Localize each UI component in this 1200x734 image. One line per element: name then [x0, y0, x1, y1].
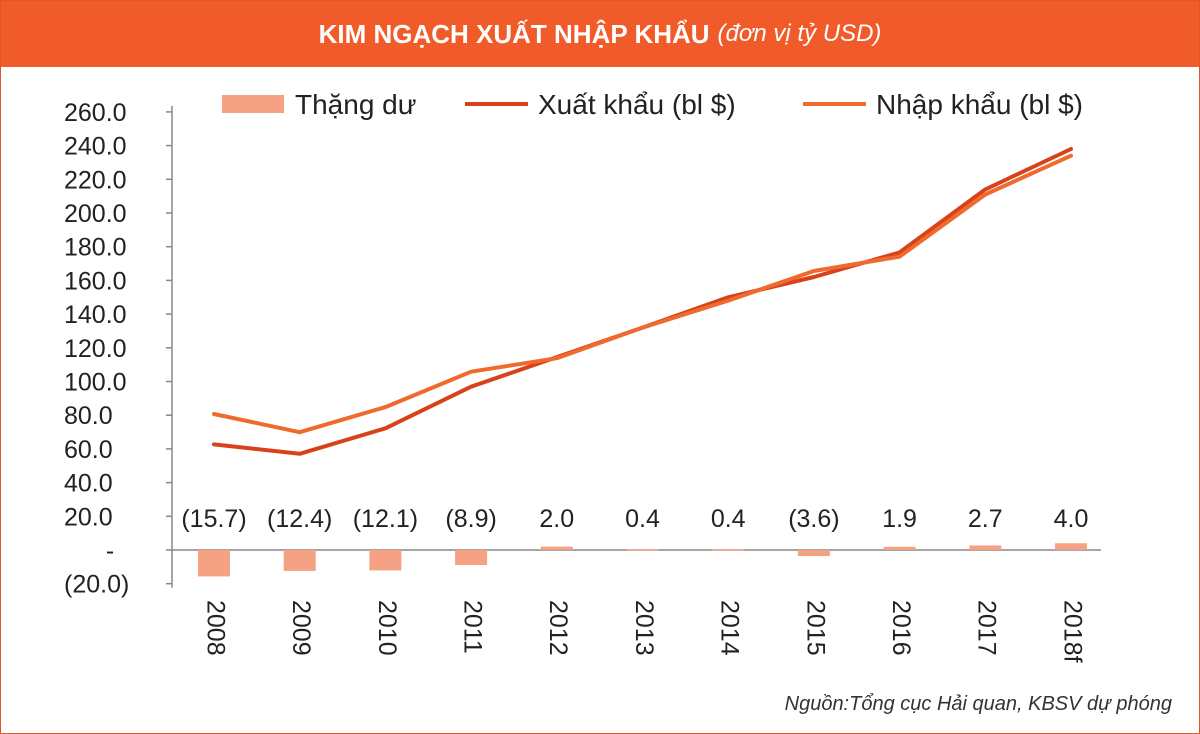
chart-header: KIM NGẠCH XUẤT NHẬP KHẨU (đơn vị tỷ USD): [1, 1, 1199, 67]
surplus-data-label: 0.4: [711, 505, 746, 533]
y-tick-label: 180.0: [64, 234, 127, 262]
x-tick-label: 2010: [373, 600, 401, 656]
legend-swatch-surplus: [222, 95, 284, 113]
surplus-bar: [883, 546, 916, 550]
surplus-data-label: 2.0: [539, 505, 574, 533]
x-tick-label: 2018f: [1058, 600, 1086, 663]
surplus-bar: [626, 549, 659, 551]
y-tick-label: 140.0: [64, 301, 127, 329]
x-tick-label: 2015: [801, 600, 829, 656]
surplus-data-label: 2.7: [968, 505, 1003, 533]
x-tick-label: 2016: [887, 600, 915, 656]
surplus-bar: [1055, 543, 1087, 550]
y-tick-label: 40.0: [64, 470, 113, 498]
x-tick-label: 2014: [716, 600, 744, 656]
y-tick-label: 160.0: [64, 267, 127, 295]
y-tick-label: 240.0: [64, 133, 127, 161]
legend-label-surplus: Thặng dư: [295, 89, 417, 120]
chart-subtitle: (đơn vị tỷ USD): [717, 20, 882, 47]
surplus-data-label: 1.9: [882, 505, 917, 533]
x-tick-label: 2011: [458, 600, 486, 654]
legend-label-import: Nhập khẩu (bl $): [876, 89, 1083, 120]
surplus-data-label: (12.4): [267, 505, 332, 533]
surplus-data-label: (8.9): [445, 505, 496, 533]
surplus-data-label: (12.1): [353, 505, 418, 533]
surplus-bar: [369, 550, 402, 571]
surplus-data-label: (3.6): [788, 505, 839, 533]
surplus-data-label: 4.0: [1054, 505, 1089, 533]
surplus-bar: [198, 550, 230, 577]
y-tick-label: 20.0: [64, 503, 113, 531]
x-tick-label: 2017: [973, 600, 1001, 656]
y-tick-label: 80.0: [64, 402, 113, 430]
import-series-line: [212, 153, 1073, 435]
x-tick-label: 2009: [287, 600, 315, 656]
y-tick-label: 200.0: [64, 200, 127, 228]
y-tick-label: 120.0: [64, 335, 127, 363]
surplus-bar: [455, 550, 488, 565]
surplus-bar: [797, 550, 830, 557]
x-tick-label: 2013: [630, 600, 658, 656]
y-tick-label: 60.0: [64, 436, 113, 464]
y-tick-label: 260.0: [64, 99, 127, 127]
source-note: Nguồn:Tổng cục Hải quan, KBSV dự phóng: [784, 693, 1172, 715]
legend-label-export: Xuất khẩu (bl $): [538, 89, 736, 120]
y-tick-label: 220.0: [64, 166, 127, 194]
y-tick-label: -: [106, 537, 114, 565]
export-series-line: [212, 147, 1073, 456]
y-tick-label: 100.0: [64, 369, 127, 397]
x-tick-label: 2008: [201, 600, 229, 656]
surplus-bar: [712, 549, 745, 551]
surplus-bar: [969, 545, 1002, 550]
surplus-bar: [283, 550, 316, 571]
y-tick-label: (20.0): [64, 571, 129, 599]
surplus-bar: [540, 546, 573, 550]
chart-title: KIM NGẠCH XUẤT NHẬP KHẨU: [318, 18, 710, 49]
surplus-data-label: 0.4: [625, 505, 660, 533]
x-tick-label: 2012: [544, 600, 572, 656]
surplus-data-label: (15.7): [181, 505, 246, 533]
